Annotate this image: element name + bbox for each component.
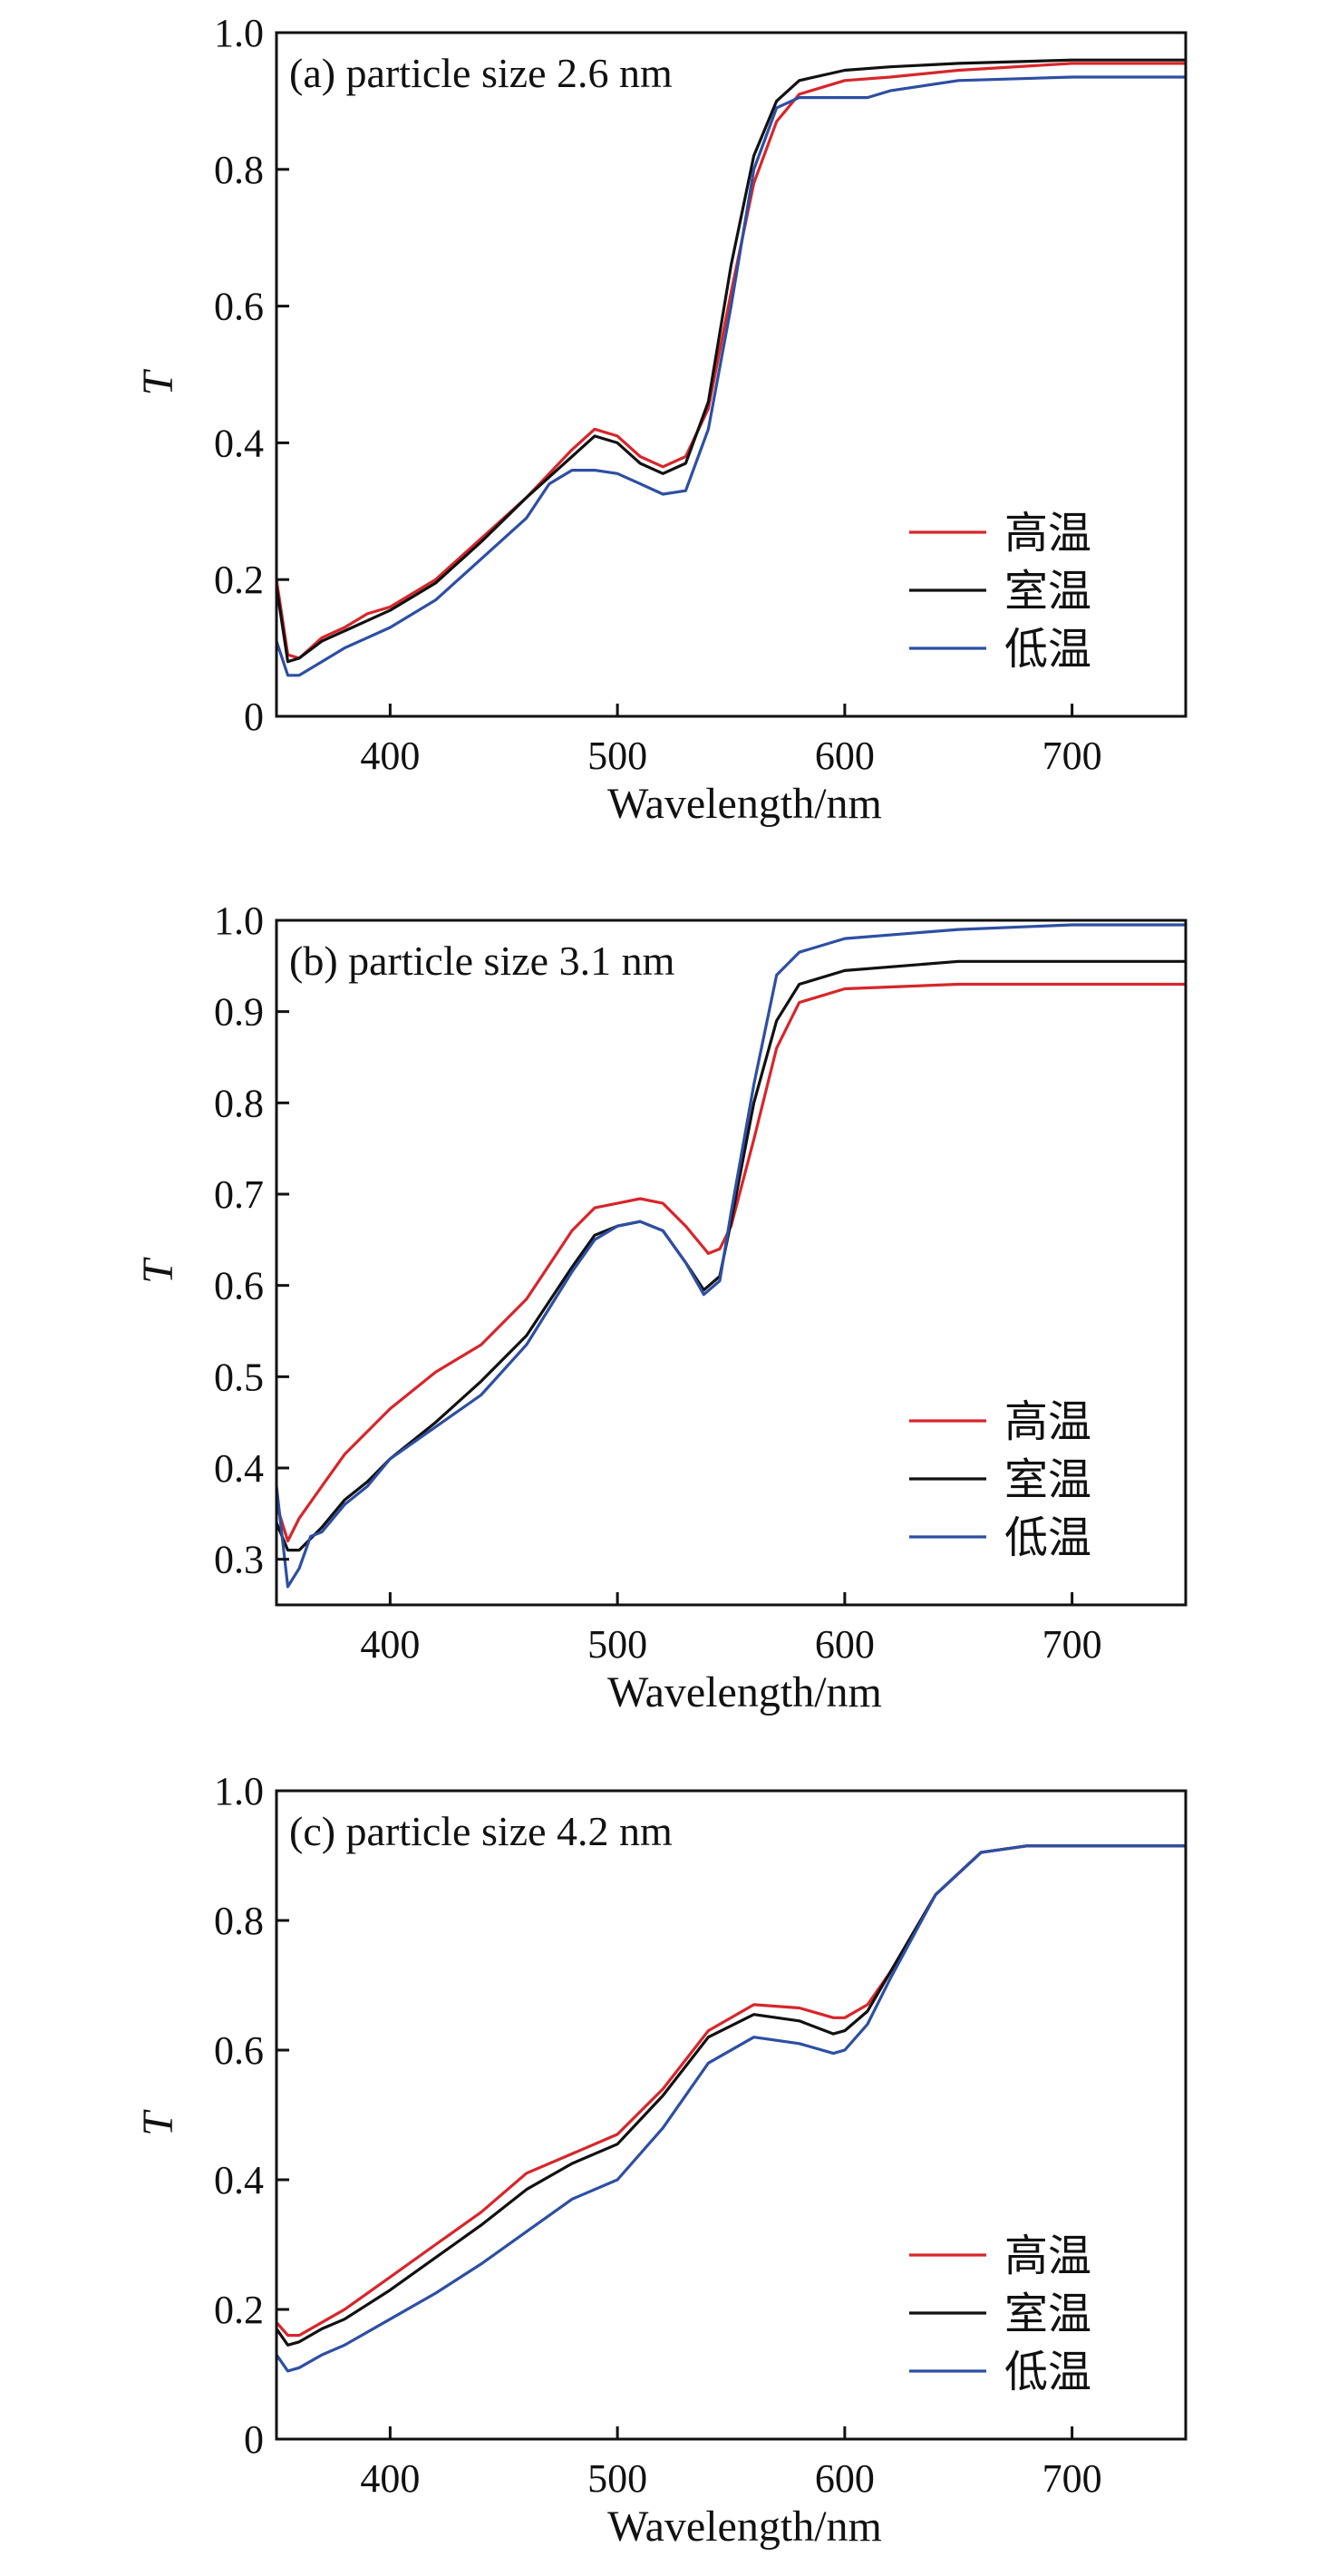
- y-tick-label: 0: [244, 695, 264, 739]
- y-tick-label: 0.8: [214, 1899, 264, 1943]
- legend-label-3: 低温: [1004, 1514, 1091, 1562]
- y-tick-label: 0.2: [214, 558, 264, 602]
- panel-title: (c) particle size 4.2 nm: [289, 1808, 673, 1854]
- series-line-2: [276, 58, 1186, 664]
- x-tick-label: 600: [815, 2456, 875, 2501]
- y-tick-label: 0.4: [214, 421, 264, 465]
- x-tick-label: 500: [587, 734, 647, 778]
- legend-label-3: 低温: [1004, 2348, 1091, 2396]
- x-tick-label: 600: [815, 734, 875, 778]
- y-tick-label: 1.0: [214, 1769, 264, 1813]
- x-tick-label: 700: [1042, 2456, 1102, 2501]
- plot-frame: [275, 31, 1188, 718]
- x-axis-label: Wavelength/nm: [607, 2503, 882, 2551]
- x-tick-label: 600: [815, 1622, 875, 1667]
- legend-label-1: 高温: [1004, 510, 1091, 558]
- series-line-3: [276, 75, 1186, 677]
- chart-panel-3: 400 500 600 700 0 0.2 0.4 0.6 0.8 1.0 (c) particle…: [134, 1769, 1188, 2551]
- series-line-3: [276, 1844, 1186, 2373]
- y-tick-label: 0: [244, 2417, 264, 2462]
- x-tick-label: 400: [360, 1622, 420, 1667]
- y-tick-label: 0.3: [214, 1538, 264, 1582]
- x-axis-label: Wavelength/nm: [607, 780, 882, 828]
- plot-frame: [275, 919, 1188, 1607]
- x-tick-label: 400: [360, 734, 420, 778]
- y-axis-label: T: [134, 1257, 182, 1284]
- legend-label-1: 高温: [1004, 1398, 1091, 1446]
- y-tick-label: 1.0: [214, 899, 264, 943]
- y-tick-label: 1.0: [214, 11, 264, 55]
- y-tick-label: 0.8: [214, 148, 264, 192]
- y-tick-label: 0.6: [214, 285, 264, 329]
- series-line-3: [276, 923, 1186, 1589]
- y-tick-label: 0.9: [214, 990, 264, 1035]
- chart-panel-2: 400 500 600 700 0.3 0.4 0.5 0.6 0.7 0.8 0.9 1.0 (b) …: [134, 899, 1188, 1716]
- x-tick-label: 500: [587, 1622, 647, 1667]
- legend-label-1: 高温: [1004, 2232, 1091, 2280]
- y-axis-label: T: [134, 368, 182, 395]
- x-axis-label: Wavelength/nm: [607, 1668, 882, 1716]
- y-tick-label: 0.5: [214, 1355, 264, 1399]
- x-tick-label: 700: [1042, 1622, 1102, 1667]
- x-tick-label: 400: [360, 2456, 420, 2501]
- y-tick-label: 0.7: [214, 1172, 264, 1217]
- panel-title: (a) particle size 2.6 nm: [289, 50, 673, 96]
- legend-label-3: 低温: [1004, 626, 1091, 674]
- legend-label-2: 室温: [1004, 568, 1091, 616]
- y-tick-label: 0.2: [214, 2288, 264, 2332]
- plot-frame: [275, 1789, 1188, 2441]
- x-tick-label: 500: [587, 2456, 647, 2501]
- series-line-1: [276, 62, 1186, 660]
- y-tick-label: 0.6: [214, 2028, 264, 2073]
- y-tick-label: 0.6: [214, 1264, 264, 1308]
- legend-label-2: 室温: [1004, 1456, 1091, 1504]
- legend-label-2: 室温: [1004, 2290, 1091, 2338]
- x-tick-label: 700: [1042, 734, 1102, 778]
- y-tick-label: 0.4: [214, 1446, 264, 1491]
- y-tick-label: 0.4: [214, 2158, 264, 2202]
- y-tick-label: 0.8: [214, 1081, 264, 1125]
- panel-title: (b) particle size 3.1 nm: [289, 938, 675, 984]
- series-line-1: [276, 982, 1186, 1543]
- chart-panel-1: 400 500 600 700 0 0.2 0.4 0.6 0.8 1.0 (a) particle…: [134, 11, 1188, 828]
- y-axis-label: T: [134, 2109, 182, 2136]
